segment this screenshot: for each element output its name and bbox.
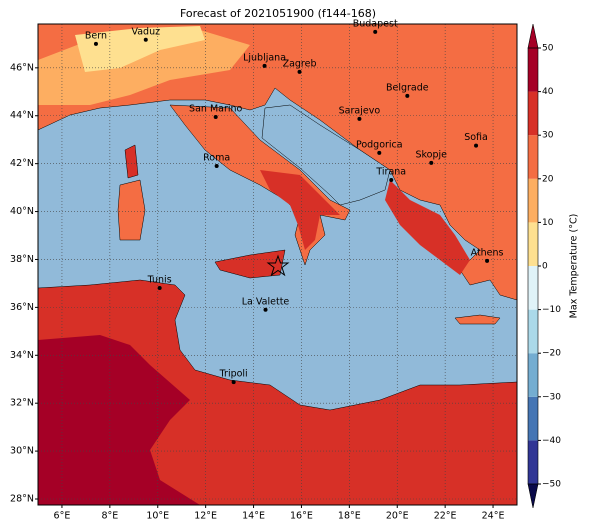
colorbar-band — [528, 135, 538, 179]
y-tick-label: 46°N — [10, 62, 34, 73]
colorbar-label: Max Temperature (°C) — [569, 214, 580, 319]
city-label: La Valette — [242, 296, 290, 307]
city-label: Sarajevo — [339, 105, 381, 116]
title: Forecast of 2021051900 (f144-168) — [180, 7, 376, 20]
y-tick-label: 36°N — [10, 302, 34, 313]
y-tick-label: 42°N — [10, 158, 34, 169]
city-label: Budapest — [353, 18, 398, 29]
colorbar-tick-label: 50 — [542, 44, 554, 54]
city-dot — [377, 150, 382, 155]
marker-star — [266, 254, 290, 277]
x-tick-label: 10°E — [146, 511, 169, 522]
colorbar-tick-label: 30 — [542, 131, 554, 141]
city-label: Roma — [203, 153, 230, 164]
city-dot — [262, 63, 267, 68]
city-dot — [213, 114, 218, 119]
y-tick-label: 40°N — [10, 206, 34, 217]
colorbar-tick-label: 0 — [542, 262, 548, 272]
city-dot — [373, 29, 378, 34]
city-dot — [93, 41, 98, 46]
corsica — [124, 144, 139, 179]
city-label: Zagreb — [283, 58, 317, 69]
city-label: Podgorica — [356, 139, 403, 150]
city-label: Skopje — [415, 149, 447, 160]
colorbar-tick-label: −30 — [542, 392, 561, 402]
city-dot — [297, 69, 302, 74]
city-label: Athens — [471, 247, 504, 258]
colorbar-tick-label: −10 — [542, 305, 561, 315]
city-label: San Marino — [189, 103, 242, 114]
adriatic — [261, 104, 391, 206]
x-tick-label: 8°E — [101, 511, 118, 522]
x-tick-label: 22°E — [434, 511, 457, 522]
colorbar-band — [528, 178, 538, 223]
colorbar-band — [528, 48, 538, 92]
y-tick-label: 38°N — [10, 254, 34, 265]
city-dot — [485, 258, 490, 263]
colorbar-tick-label: −50 — [542, 480, 561, 490]
colorbar-tick-label: −40 — [542, 436, 561, 446]
colorbar-band — [528, 396, 538, 441]
colorbar-band — [528, 266, 538, 310]
y-tick-label: 28°N — [10, 494, 34, 505]
city-label: Belgrade — [386, 82, 429, 93]
map-frame — [37, 23, 518, 506]
x-tick-label: 20°E — [386, 511, 409, 522]
colorbar-band — [528, 440, 538, 484]
africa-hot — [38, 335, 200, 505]
city-dot — [231, 380, 236, 385]
colorbar-tick-label: 10 — [542, 218, 554, 228]
city-label: Bern — [85, 30, 107, 41]
sicily — [214, 249, 286, 279]
y-tick-label: 30°N — [10, 446, 34, 457]
colorbar-band — [528, 222, 538, 266]
x-tick-label: 14°E — [242, 511, 265, 522]
x-tick-label: 18°E — [338, 511, 361, 522]
x-tick-label: 6°E — [54, 511, 71, 522]
city-label: Sofia — [464, 132, 488, 143]
city-label: Tripoli — [219, 369, 248, 380]
city-label: Tunis — [147, 274, 172, 285]
city-dot — [143, 37, 148, 42]
y-tick-label: 44°N — [10, 110, 34, 121]
sardinia — [117, 179, 146, 241]
colorbar-tick-label: 20 — [542, 174, 554, 184]
italy-hot — [260, 170, 340, 250]
x-tick-label: 24°E — [482, 511, 505, 522]
x-tick-label: 16°E — [290, 511, 313, 522]
city-dot — [389, 177, 394, 182]
balkan-hot — [385, 180, 470, 275]
graticule — [38, 24, 517, 505]
city-dot — [214, 164, 219, 169]
city-label: Ljubljana — [243, 52, 286, 63]
city-dot — [357, 116, 362, 121]
city-dot — [405, 93, 410, 98]
city-label: Vaduz — [131, 26, 160, 37]
y-tick-label: 32°N — [10, 398, 34, 409]
alps-cool — [75, 26, 205, 72]
city-dot — [263, 307, 268, 312]
colorbar-extend-top — [527, 23, 539, 49]
colorbar-tick-label: −20 — [542, 349, 561, 359]
colorbar-band — [528, 91, 538, 136]
colorbar-band — [528, 353, 538, 397]
city-dot — [429, 160, 434, 165]
colorbar-band — [528, 309, 538, 354]
city-dot — [157, 285, 162, 290]
x-tick-label: 12°E — [194, 511, 217, 522]
city-label: Tirana — [375, 166, 406, 177]
y-tick-label: 34°N — [10, 350, 34, 361]
colorbar-extend-bottom — [527, 483, 539, 509]
city-dot — [474, 143, 479, 148]
colorbar-tick-label: 40 — [542, 87, 554, 97]
crete — [454, 314, 501, 325]
